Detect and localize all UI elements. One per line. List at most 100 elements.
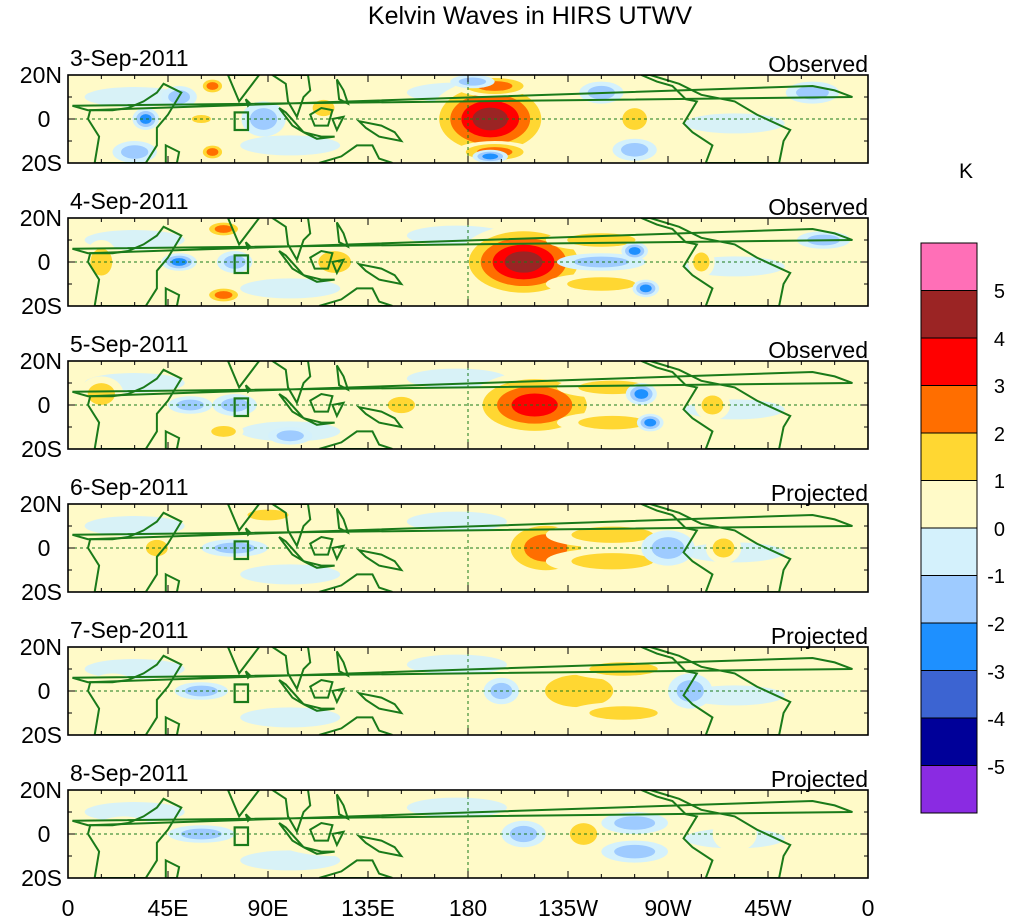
coastlines: [72, 361, 853, 449]
anomaly-contour: [574, 256, 629, 268]
anomaly-contour: [614, 844, 656, 859]
lon-label-45e: 45E: [148, 895, 189, 921]
panel-status: Projected: [771, 480, 868, 506]
coastline: [308, 821, 334, 842]
anomaly-field: [84, 506, 785, 585]
anomaly-contour: [90, 248, 113, 276]
lat-label-20s: 20S: [21, 722, 62, 748]
coastline: [72, 227, 853, 255]
coastline: [270, 361, 312, 406]
panel-5-sep-2011: 5-Sep-2011 Observed 20N 0 20S: [20, 331, 869, 462]
coastline: [303, 703, 335, 712]
coastline: [318, 287, 393, 306]
coastline: [318, 859, 393, 878]
background-anomaly: [240, 707, 341, 728]
colorbar-label-neg5: -5: [987, 757, 1005, 779]
panel-status: Projected: [771, 766, 868, 792]
lon-label-135w: 135W: [538, 895, 598, 921]
anomaly-contour: [145, 539, 168, 557]
lat-label-20n: 20N: [20, 634, 62, 660]
panel-6-sep-2011: 6-Sep-2011 Projected 20N 0 20S: [20, 474, 869, 605]
coastline: [356, 119, 404, 143]
lat-label-0: 0: [38, 106, 51, 132]
coastline: [164, 572, 181, 592]
panel-date: 5-Sep-2011: [70, 331, 189, 357]
colorbar-box: [920, 575, 978, 624]
coastline: [226, 790, 261, 819]
anomaly-contour: [639, 284, 652, 293]
anomaly-contour: [458, 77, 487, 86]
lon-label-90w: 90W: [644, 895, 692, 921]
coastline: [318, 430, 393, 449]
panel-3-sep-2011: 3-Sep-2011 Observed 20N 0 20S: [20, 45, 869, 176]
anomaly-contour: [504, 251, 543, 273]
colorbar-label-neg1: -1: [987, 566, 1005, 588]
panel-8-sep-2011: 8-Sep-2011 Projected 20N 0 20S: [20, 760, 869, 891]
anomaly-contour: [569, 823, 598, 845]
region-marker-box: [233, 254, 250, 275]
colorbar-box: [920, 527, 978, 576]
background-anomaly: [240, 135, 341, 156]
colorbar-boxes: [920, 242, 978, 814]
anomaly-contour: [171, 258, 188, 266]
region-marker-box: [233, 826, 250, 847]
colorbar-box: [920, 385, 978, 434]
lat-label-0: 0: [38, 821, 51, 847]
anomaly-field: [84, 75, 840, 163]
background-anomaly: [240, 564, 341, 585]
panel-date: 6-Sep-2011: [70, 474, 189, 500]
lat-label-0: 0: [38, 392, 51, 418]
anomaly-contour: [482, 153, 499, 160]
anomaly-contour: [249, 108, 278, 130]
coastline: [72, 513, 853, 541]
coastline: [356, 834, 404, 858]
coastline: [331, 830, 346, 848]
anomaly-contour: [87, 383, 115, 405]
background-anomaly: [84, 802, 185, 822]
panels-group: 3-Sep-2011 Observed 20N 0 20S 4-Sep-2011 Obser…: [20, 45, 869, 891]
coastline: [72, 84, 853, 112]
anomaly-contour: [323, 669, 435, 713]
coastline: [308, 678, 334, 699]
coastline: [331, 258, 346, 276]
anomaly-contour: [796, 85, 829, 100]
coastline: [331, 401, 346, 419]
coastline: [318, 573, 393, 592]
longitude-axis-labels: 0 45E 90E 135E 180 135W 90W 45W 0: [62, 895, 875, 921]
colorbar-box: [920, 670, 978, 719]
anomaly-contour: [621, 143, 649, 157]
coastline: [226, 218, 261, 247]
colorbar-label-4: 4: [994, 329, 1005, 351]
anomaly-contour: [214, 225, 233, 233]
anomaly-contour: [276, 430, 304, 442]
colorbar-label-neg3: -3: [987, 662, 1005, 684]
panel-date: 3-Sep-2011: [70, 45, 189, 71]
panel-date: 8-Sep-2011: [70, 760, 189, 786]
coastline: [303, 560, 335, 569]
coastline: [303, 846, 335, 855]
coastline: [303, 417, 335, 426]
coastline: [226, 504, 261, 533]
coastlines: [72, 218, 853, 306]
colorbar-box: [920, 290, 978, 339]
coastline: [308, 535, 334, 556]
lat-label-20s: 20S: [21, 579, 62, 605]
colorbar: K 5 4 3 2 1 0 -1 -2 -3 -4 -5: [920, 160, 1005, 814]
coastline: [356, 405, 404, 429]
colorbar-label-3: 3: [994, 376, 1005, 398]
coastline: [308, 249, 334, 270]
coastline: [270, 75, 312, 120]
colorbar-label-neg2: -2: [987, 614, 1005, 636]
anomaly-contour: [634, 389, 649, 399]
anomaly-contour: [578, 415, 647, 430]
coastline: [164, 143, 181, 163]
lon-label-90e: 90E: [248, 895, 289, 921]
coastline: [270, 504, 312, 549]
anomaly-contour: [214, 291, 233, 299]
colorbar-label-neg4: -4: [987, 709, 1005, 731]
coastline: [72, 656, 853, 684]
coastlines: [72, 75, 853, 163]
lon-label-180: 180: [449, 895, 487, 921]
coastline: [356, 262, 404, 286]
